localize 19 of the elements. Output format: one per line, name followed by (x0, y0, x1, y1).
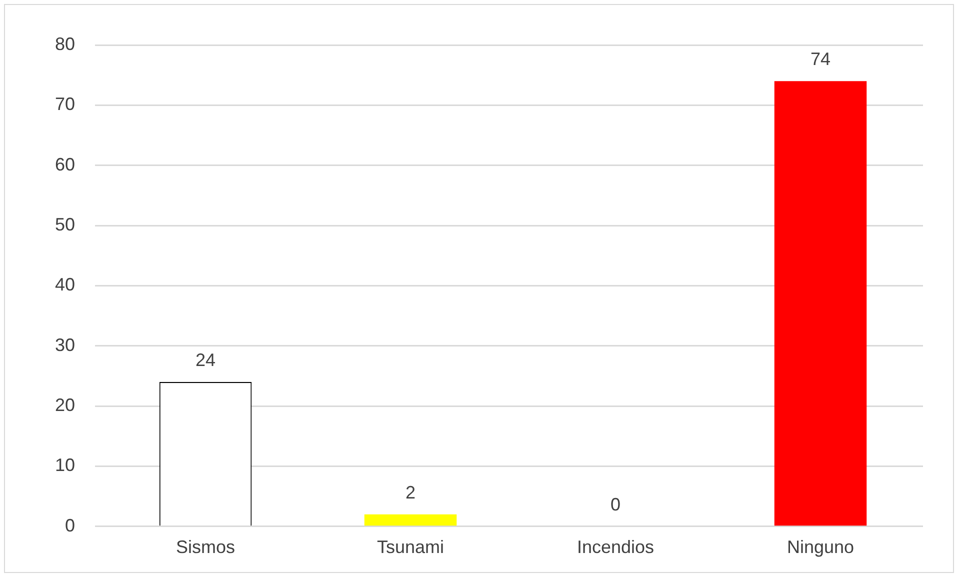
y-tick-label: 60 (54, 154, 76, 174)
y-tick-label: 70 (54, 94, 76, 114)
x-tick-label: Ninguno (786, 537, 854, 558)
data-label: 24 (196, 350, 216, 370)
data-label: 0 (610, 494, 621, 514)
bar (364, 514, 457, 526)
data-label: 2 (406, 482, 416, 502)
x-tick-label: Sismos (176, 537, 236, 558)
y-tick-label: 10 (54, 455, 76, 476)
y-tick-label: 20 (54, 395, 76, 416)
bar (774, 81, 867, 526)
x-tick-label: Tsunami (377, 537, 444, 558)
y-tick-label: 80 (54, 34, 76, 54)
y-tick-label: 0 (65, 515, 76, 536)
y-tick-label: 30 (54, 334, 76, 355)
x-tick-label: Incendios (576, 537, 654, 558)
y-tick-label: 50 (54, 214, 76, 234)
y-tick-label: 40 (54, 274, 76, 295)
data-label: 74 (810, 49, 831, 70)
